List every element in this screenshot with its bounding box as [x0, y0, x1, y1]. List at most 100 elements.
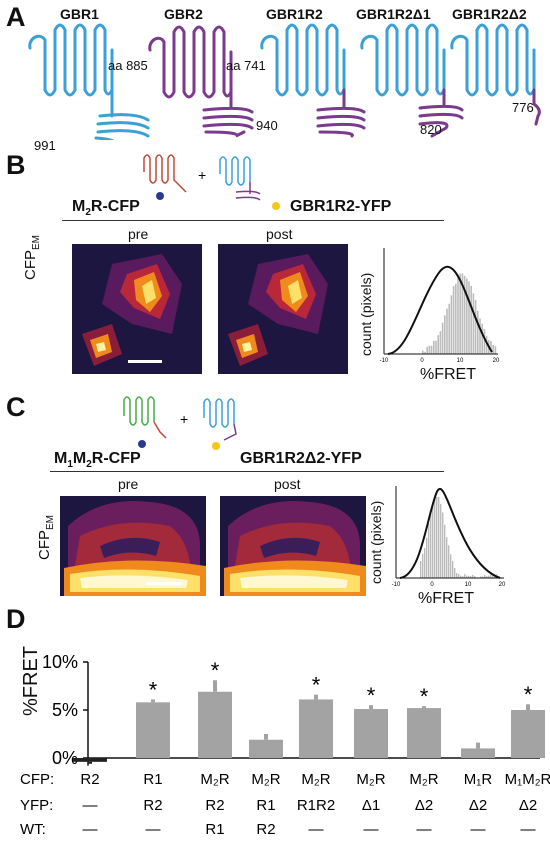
histogram-bar [420, 561, 421, 578]
panel-c-right-label: GBR1R2Δ2-YFP [240, 450, 362, 468]
histogram-bar [446, 537, 447, 578]
bar [249, 740, 283, 758]
panel-b-hist-ytick-300: 300 [378, 272, 379, 278]
y-tick-label: 5% [52, 700, 78, 720]
gbr1-aa-label: aa 885 [108, 58, 148, 73]
significance-star: * [420, 684, 429, 709]
histogram-bar [442, 323, 444, 354]
histogram-bar [437, 335, 439, 354]
panel-c-construct-icons: + [120, 392, 320, 458]
table-row-label: WT: [20, 821, 46, 838]
histogram-bar [444, 315, 446, 354]
histogram-bar [452, 561, 453, 578]
histogram-bar [479, 318, 481, 354]
panel-b-pre-image [72, 244, 202, 374]
histogram-bar [433, 341, 435, 354]
table-cell: Δ1 [362, 797, 380, 814]
table-cell: — [83, 821, 98, 838]
histogram-bar [477, 311, 479, 354]
fret-bar-chart: 0% 5% 10% * * * * * * CFP: YFP: WT: R2 R1 M₂R M₂R M₂R M… [0, 620, 550, 853]
significance-star: * [211, 658, 220, 683]
panel-c-hist-ylabel: count (pixels) [368, 501, 384, 584]
error-bar [264, 734, 268, 740]
histogram-bar [456, 573, 457, 578]
panel-c-hist-ytick-300: 300 [390, 511, 391, 517]
bar [354, 709, 388, 758]
histogram-bar [492, 345, 494, 354]
panel-c-hist-xlabel: %FRET [418, 590, 474, 608]
histogram-bar [475, 300, 477, 354]
table-cell: R2 [205, 797, 224, 814]
table-cell: R1 [205, 821, 224, 838]
histogram-bar [454, 568, 455, 578]
significance-star: * [367, 683, 376, 708]
panel-c-hist-ytick-100: 100 [390, 553, 391, 559]
panel-b-post-image [218, 244, 348, 374]
panel-c-hist-ytick-400: 400 [390, 490, 391, 496]
gbr1r2d2-tail [534, 90, 539, 124]
histogram-bar [481, 324, 483, 354]
significance-star: * [149, 677, 158, 702]
histogram-bar [444, 525, 445, 578]
panel-b-left-label: M2R-CFP [72, 198, 140, 218]
table-cell: M₂R [251, 771, 280, 788]
histogram-bar [495, 346, 497, 354]
panel-b-hist-xtick-20: 20 [493, 358, 500, 364]
significance-star: * [312, 673, 321, 698]
table-cell: R1R2 [297, 797, 335, 814]
table-cell: R2 [256, 821, 275, 838]
histogram-bar [426, 538, 427, 578]
panel-b-letter: B [6, 150, 26, 181]
gbr1r2-coil [318, 90, 364, 136]
table-cell: — [521, 821, 536, 838]
histogram-bar [455, 284, 457, 354]
panel-b-divider [62, 220, 444, 221]
bar [136, 702, 170, 758]
table-cell: M₁R [464, 771, 493, 788]
histogram-bar [468, 281, 470, 354]
table-cell: — [309, 821, 324, 838]
histogram-bar [446, 309, 448, 354]
bar [461, 748, 495, 758]
histogram-bar [458, 574, 459, 578]
histogram-bar [428, 524, 429, 578]
panel-c-pre-label: pre [118, 476, 138, 492]
panel-b-hist-ytick-0: 0 [378, 350, 379, 356]
panel-c-letter: C [6, 392, 26, 423]
histogram-bar [426, 347, 428, 354]
panel-c-hist-ytick-200: 200 [390, 532, 391, 538]
histogram-bar [453, 286, 455, 354]
histogram-bar [448, 304, 450, 354]
panel-b-post-label: post [266, 226, 292, 242]
histogram-bar [440, 331, 442, 354]
histogram-bar [442, 513, 443, 578]
panel-b-hist-ytick-200: 200 [378, 298, 379, 304]
gbr2-end-label: 940 [256, 118, 278, 133]
y-tick-label: 10% [42, 652, 78, 672]
gbr2-coil [204, 92, 252, 136]
bar [511, 710, 545, 758]
fret-bar-chart-table: CFP: YFP: WT: R2 R1 M₂R M₂R M₂R M₂R M₂R M₁R M₁M₂R — R… [20, 771, 550, 838]
table-cell: Δ2 [469, 797, 487, 814]
table-cell: R2 [80, 771, 99, 788]
gbr1r2d2-end-label: 776 [512, 100, 534, 115]
panel-c-post-label: post [274, 476, 300, 492]
histogram-bar [438, 497, 439, 578]
gbr1-end-label: 991 [34, 138, 56, 153]
histogram-bar [448, 545, 449, 578]
table-cell: R1 [143, 771, 162, 788]
panel-b-hist-xtick-0: 0 [420, 358, 424, 364]
panel-c-post-image [220, 496, 366, 596]
panel-b-histogram: 300 200 100 0 -10 0 10 20 [378, 244, 508, 364]
table-cell: R1 [256, 797, 275, 814]
table-cell: M₁M₂R [505, 771, 550, 788]
panel-c-cfp-label: CFPEM [36, 515, 56, 560]
histogram-bar [473, 293, 475, 354]
bar [407, 708, 441, 758]
panel-b-right-label: GBR1R2-YFP [290, 198, 391, 216]
table-cell: — [471, 821, 486, 838]
panel-b-hist-ytick-100: 100 [378, 324, 379, 330]
gbr1r2d2-tm-domain [452, 25, 534, 95]
bar [198, 692, 232, 758]
panel-b-hist-ylabel: count (pixels) [358, 273, 374, 356]
